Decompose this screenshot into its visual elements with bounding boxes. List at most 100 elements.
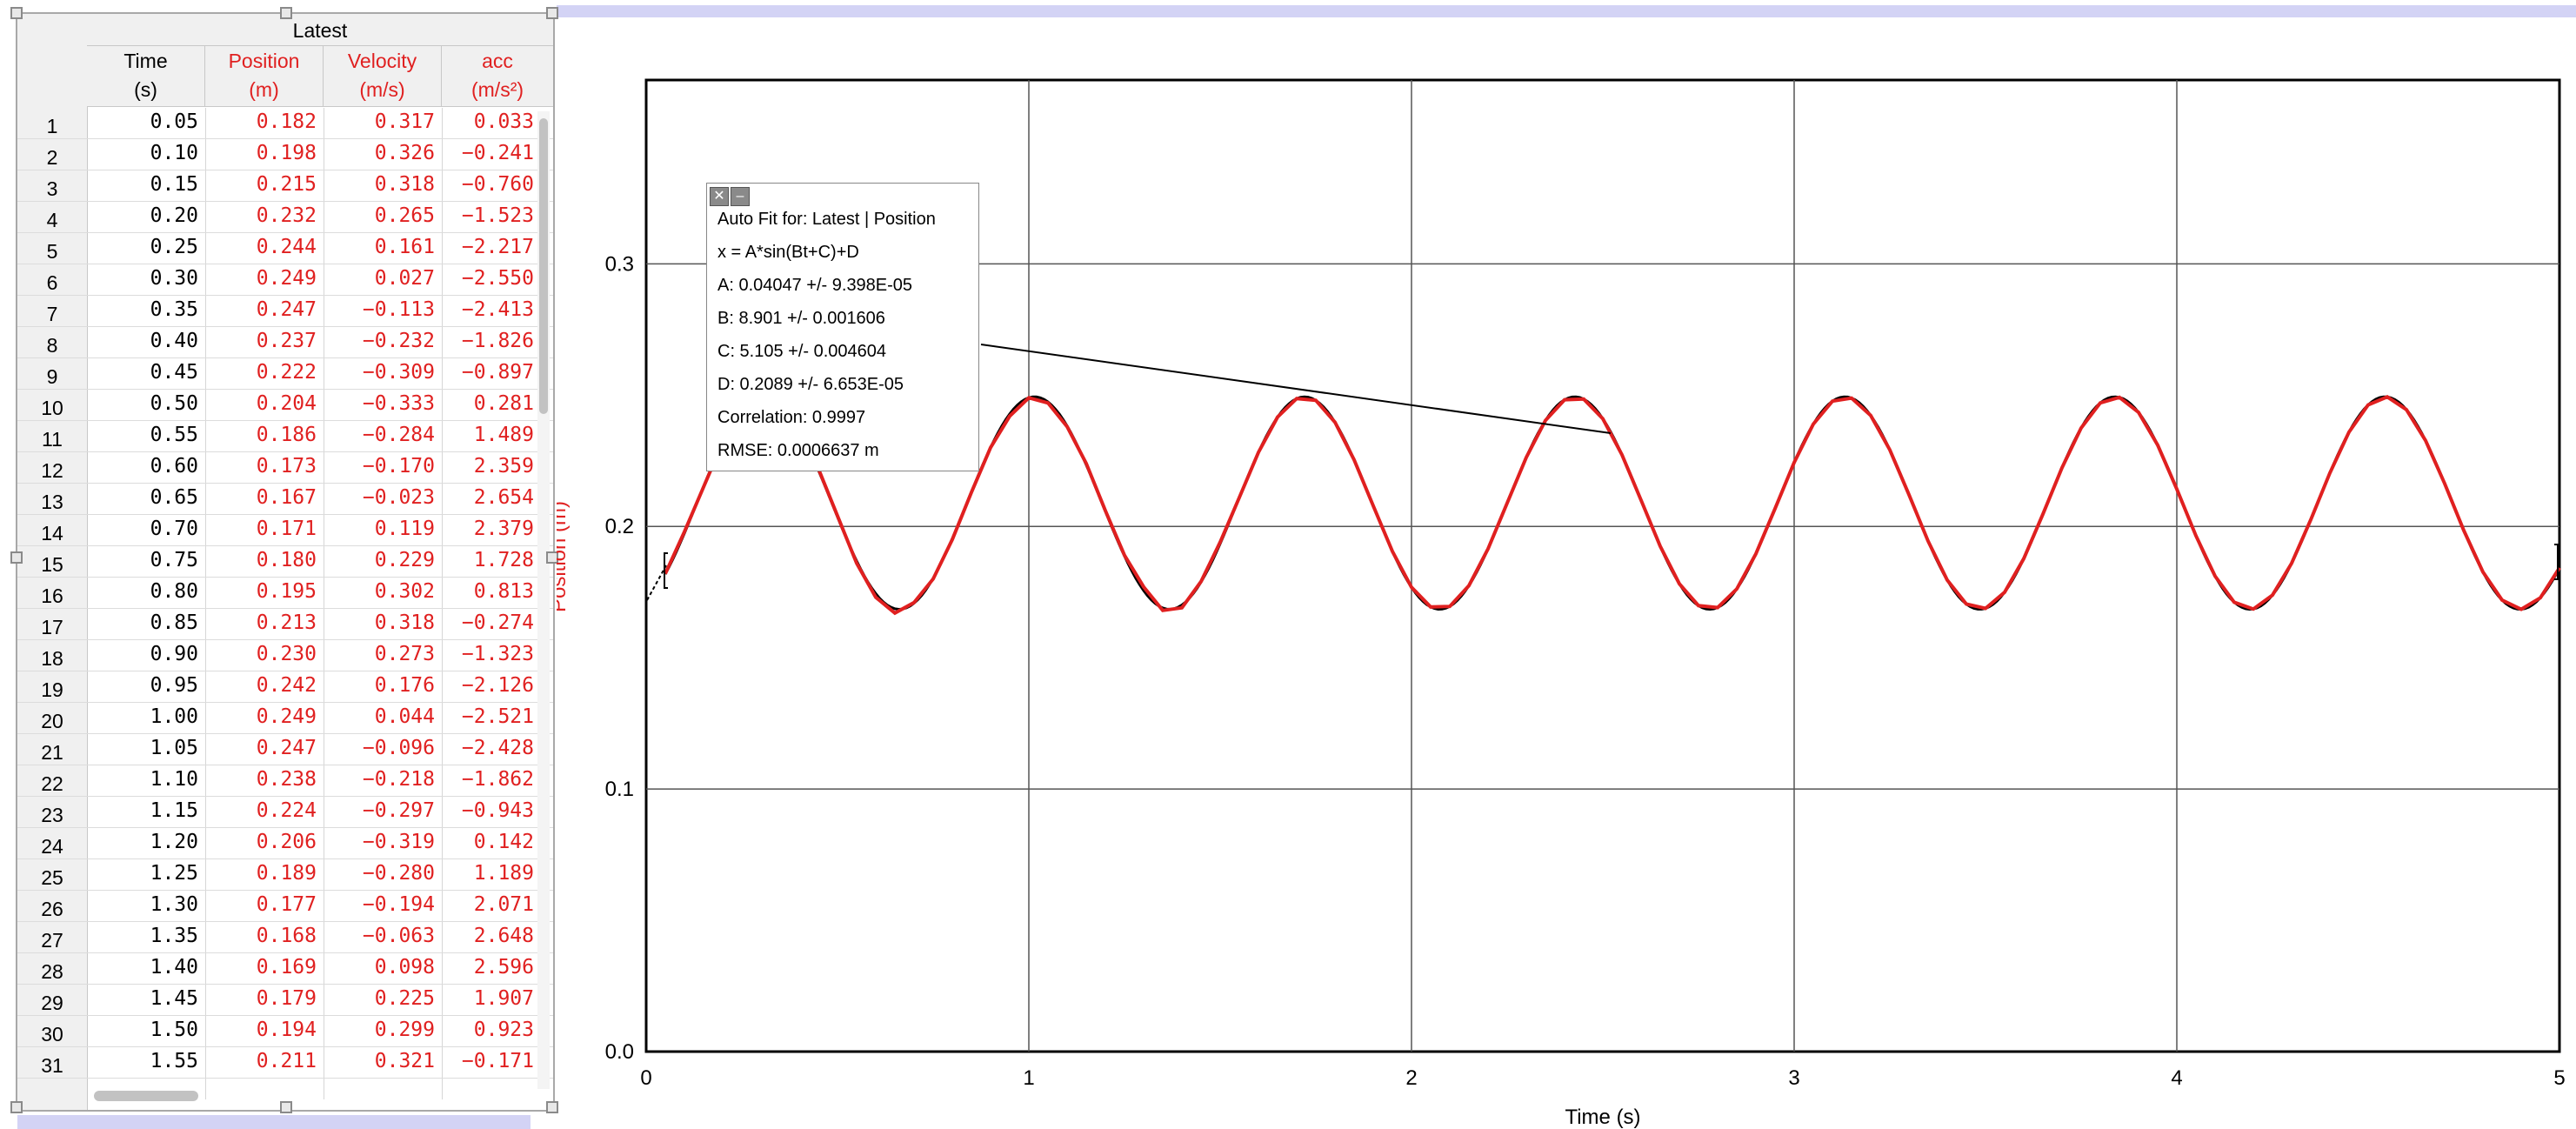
position-cell[interactable]: 0.249 <box>256 267 317 290</box>
table-row[interactable]: 29 1.45 0.179 0.225 1.907 <box>17 985 553 1016</box>
acceleration-cell[interactable]: 1.189 <box>473 862 534 885</box>
table-row[interactable]: 11 0.55 0.186 −0.284 1.489 <box>17 421 553 452</box>
table-row[interactable]: 20 1.00 0.249 0.044 −2.521 <box>17 703 553 734</box>
position-cell[interactable]: 0.238 <box>256 768 317 791</box>
data-series-position[interactable] <box>664 395 2561 616</box>
acceleration-cell[interactable]: −2.413 <box>461 298 534 321</box>
table-row[interactable]: 26 1.30 0.177 −0.194 2.071 <box>17 891 553 922</box>
table-row[interactable]: 1 0.05 0.182 0.317 0.033 <box>17 108 553 139</box>
column-header-velocity[interactable]: Velocity (m/s) <box>324 45 442 106</box>
time-cell[interactable]: 0.75 <box>150 549 198 571</box>
time-cell[interactable]: 0.80 <box>150 580 198 603</box>
position-cell[interactable]: 0.232 <box>256 204 317 227</box>
acceleration-cell[interactable]: −2.550 <box>461 267 534 290</box>
table-row[interactable]: 6 0.30 0.249 0.027 −2.550 <box>17 264 553 296</box>
time-cell[interactable]: 0.55 <box>150 424 198 446</box>
acceleration-cell[interactable]: −0.171 <box>461 1050 534 1072</box>
table-row[interactable]: 22 1.10 0.238 −0.218 −1.862 <box>17 765 553 797</box>
resize-handle[interactable] <box>280 7 292 19</box>
acceleration-cell[interactable]: −0.274 <box>461 611 534 634</box>
table-row[interactable]: 28 1.40 0.169 0.098 2.596 <box>17 953 553 985</box>
acceleration-cell[interactable]: −2.126 <box>461 674 534 697</box>
time-cell[interactable]: 0.15 <box>150 173 198 196</box>
time-cell[interactable]: 0.95 <box>150 674 198 697</box>
table-row[interactable]: 13 0.65 0.167 −0.023 2.654 <box>17 484 553 515</box>
table-row[interactable]: 7 0.35 0.247 −0.113 −2.413 <box>17 296 553 327</box>
auto-fit-box[interactable]: ✕ – Auto Fit for: Latest | Position x = … <box>706 183 979 471</box>
velocity-cell[interactable]: 0.302 <box>374 580 435 603</box>
time-cell[interactable]: 1.45 <box>150 987 198 1010</box>
resize-handle[interactable] <box>10 7 23 19</box>
position-cell[interactable]: 0.247 <box>256 298 317 321</box>
position-cell[interactable]: 0.173 <box>256 455 317 478</box>
time-cell[interactable]: 1.35 <box>150 925 198 947</box>
time-cell[interactable]: 0.25 <box>150 236 198 258</box>
close-icon[interactable]: ✕ <box>710 187 729 206</box>
velocity-cell[interactable]: 0.229 <box>374 549 435 571</box>
table-row[interactable]: 30 1.50 0.194 0.299 0.923 <box>17 1016 553 1047</box>
acceleration-cell[interactable]: 2.379 <box>473 518 534 540</box>
position-cell[interactable]: 0.186 <box>256 424 317 446</box>
resize-handle[interactable] <box>10 1101 23 1113</box>
velocity-cell[interactable]: −0.096 <box>362 737 435 759</box>
horizontal-scrollbar-thumb[interactable] <box>94 1091 198 1101</box>
time-cell[interactable]: 1.15 <box>150 799 198 822</box>
position-cell[interactable]: 0.180 <box>256 549 317 571</box>
velocity-cell[interactable]: 0.161 <box>374 236 435 258</box>
table-row[interactable]: 9 0.45 0.222 −0.309 −0.897 <box>17 358 553 390</box>
time-cell[interactable]: 0.60 <box>150 455 198 478</box>
velocity-cell[interactable]: −0.280 <box>362 862 435 885</box>
acceleration-cell[interactable]: −1.323 <box>461 643 534 665</box>
resize-handle[interactable] <box>546 1101 558 1113</box>
velocity-cell[interactable]: 0.176 <box>374 674 435 697</box>
acceleration-cell[interactable]: −2.217 <box>461 236 534 258</box>
time-cell[interactable]: 1.25 <box>150 862 198 885</box>
time-cell[interactable]: 0.35 <box>150 298 198 321</box>
velocity-cell[interactable]: −0.194 <box>362 893 435 916</box>
table-row[interactable]: 15 0.75 0.180 0.229 1.728 <box>17 546 553 578</box>
position-cell[interactable]: 0.195 <box>256 580 317 603</box>
time-cell[interactable]: 1.00 <box>150 705 198 728</box>
position-cell[interactable]: 0.189 <box>256 862 317 885</box>
acceleration-cell[interactable]: −0.241 <box>461 142 534 164</box>
position-cell[interactable]: 0.222 <box>256 361 317 384</box>
velocity-cell[interactable]: 0.318 <box>374 173 435 196</box>
position-cell[interactable]: 0.244 <box>256 236 317 258</box>
table-row[interactable]: 16 0.80 0.195 0.302 0.813 <box>17 578 553 609</box>
acceleration-cell[interactable]: −2.428 <box>461 737 534 759</box>
velocity-cell[interactable]: −0.309 <box>362 361 435 384</box>
acceleration-cell[interactable]: 1.728 <box>473 549 534 571</box>
table-row[interactable]: 21 1.05 0.247 −0.096 −2.428 <box>17 734 553 765</box>
acceleration-cell[interactable]: −1.826 <box>461 330 534 352</box>
time-cell[interactable]: 0.45 <box>150 361 198 384</box>
velocity-cell[interactable]: −0.284 <box>362 424 435 446</box>
acceleration-cell[interactable]: −1.523 <box>461 204 534 227</box>
resize-handle[interactable] <box>280 1101 292 1113</box>
table-row[interactable]: 31 1.55 0.211 0.321 −0.171 <box>17 1047 553 1079</box>
resize-handle[interactable] <box>546 551 558 564</box>
position-cell[interactable]: 0.179 <box>256 987 317 1010</box>
time-cell[interactable]: 0.05 <box>150 110 198 133</box>
table-row[interactable]: 14 0.70 0.171 0.119 2.379 <box>17 515 553 546</box>
column-header-position[interactable]: Position (m) <box>205 45 324 106</box>
position-cell[interactable]: 0.168 <box>256 925 317 947</box>
table-row[interactable]: 25 1.25 0.189 −0.280 1.189 <box>17 859 553 891</box>
position-cell[interactable]: 0.249 <box>256 705 317 728</box>
time-cell[interactable]: 0.90 <box>150 643 198 665</box>
position-graph[interactable]: 0 1 2 3 4 5 0.0 0.1 0.2 0.3 Time (s) Position (m) <box>557 0 2576 1129</box>
acceleration-cell[interactable]: 1.907 <box>473 987 534 1010</box>
velocity-cell[interactable]: −0.232 <box>362 330 435 352</box>
position-cell[interactable]: 0.213 <box>256 611 317 634</box>
vertical-scrollbar-thumb[interactable] <box>539 118 548 414</box>
acceleration-cell[interactable]: 2.359 <box>473 455 534 478</box>
velocity-cell[interactable]: 0.265 <box>374 204 435 227</box>
time-cell[interactable]: 1.40 <box>150 956 198 979</box>
table-row[interactable]: 24 1.20 0.206 −0.319 0.142 <box>17 828 553 859</box>
position-cell[interactable]: 0.211 <box>256 1050 317 1072</box>
position-cell[interactable]: 0.167 <box>256 486 317 509</box>
velocity-cell[interactable]: −0.170 <box>362 455 435 478</box>
velocity-cell[interactable]: −0.297 <box>362 799 435 822</box>
table-row[interactable]: 12 0.60 0.173 −0.170 2.359 <box>17 452 553 484</box>
y-axis-label[interactable]: Position (m) <box>557 501 571 612</box>
table-row[interactable]: 8 0.40 0.237 −0.232 −1.826 <box>17 327 553 358</box>
